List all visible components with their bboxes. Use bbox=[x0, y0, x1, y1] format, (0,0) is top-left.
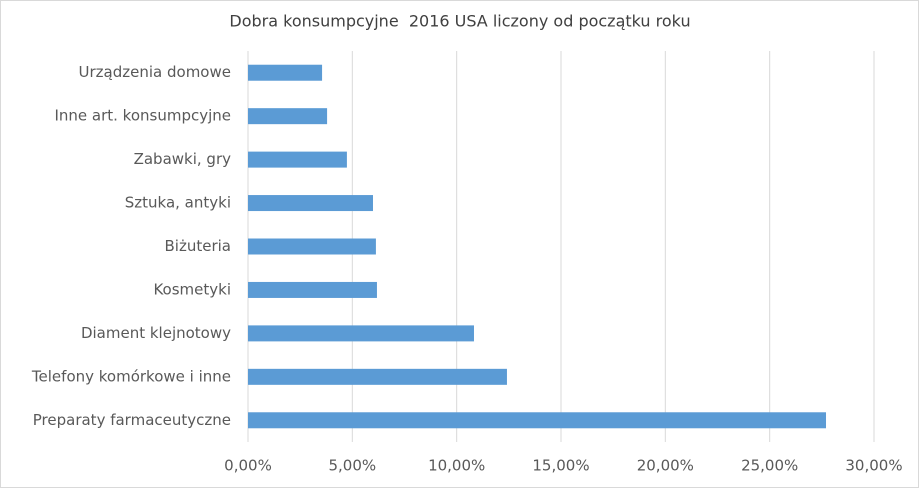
x-tick-label: 15,00% bbox=[532, 457, 589, 475]
x-tick-label: 20,00% bbox=[637, 457, 694, 475]
x-tick-label: 10,00% bbox=[428, 457, 485, 475]
bar bbox=[248, 281, 377, 298]
x-tick-label: 25,00% bbox=[741, 457, 798, 475]
y-tick-label: Urządzenia domowe bbox=[79, 63, 231, 81]
y-tick-label: Inne art. konsumpcyjne bbox=[54, 107, 231, 125]
chart-title: Dobra konsumpcyjne 2016 USA liczony od p… bbox=[229, 12, 690, 31]
x-tick-label: 0,00% bbox=[224, 457, 272, 475]
bar bbox=[248, 195, 373, 212]
y-tick-label: Preparaty farmaceutyczne bbox=[33, 411, 231, 429]
y-tick-label: Telefony komórkowe i inne bbox=[31, 367, 231, 385]
y-tick-label: Sztuka, antyki bbox=[125, 194, 231, 212]
bar bbox=[248, 368, 507, 385]
y-tick-label: Biżuteria bbox=[165, 237, 231, 255]
bar bbox=[248, 238, 376, 255]
bar bbox=[248, 108, 328, 125]
bar bbox=[248, 325, 474, 342]
y-tick-label: Diament klejnotowy bbox=[81, 324, 231, 342]
x-tick-label: 5,00% bbox=[329, 457, 377, 475]
y-tick-label: Kosmetyki bbox=[153, 280, 231, 298]
y-tick-label: Zabawki, gry bbox=[134, 150, 232, 168]
bar bbox=[248, 64, 323, 81]
bar bbox=[248, 412, 827, 429]
x-tick-label: 30,00% bbox=[845, 457, 902, 475]
bar bbox=[248, 151, 347, 168]
